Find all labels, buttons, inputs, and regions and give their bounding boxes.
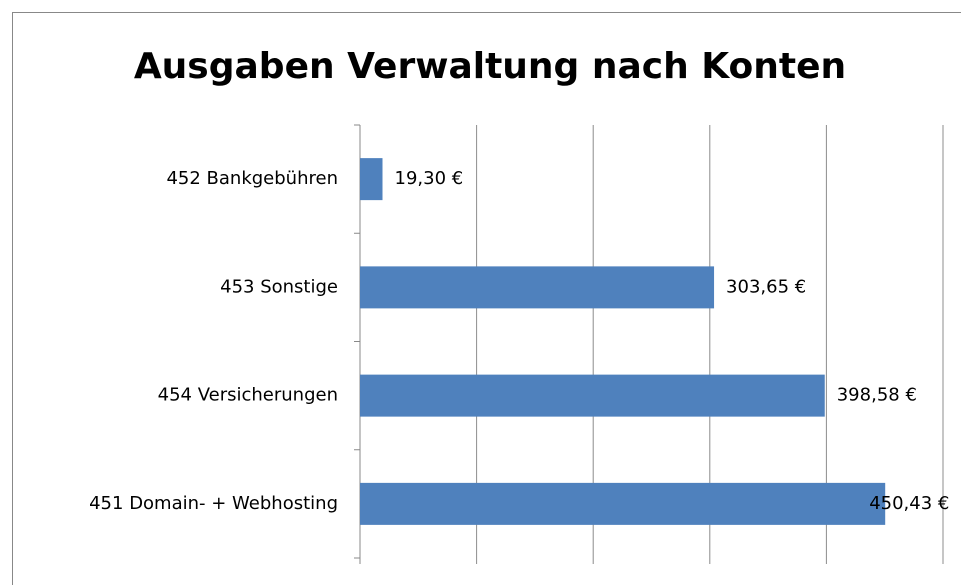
y-tick-label: 454 Versicherungen — [158, 385, 338, 406]
data-label: 450,43 € — [869, 493, 949, 514]
data-label: 303,65 € — [726, 276, 806, 297]
y-tick-label: 453 Sonstige — [220, 276, 338, 297]
chart-title: Ausgaben Verwaltung nach Konten — [134, 46, 846, 87]
data-label: 19,30 € — [395, 168, 464, 189]
bar — [360, 374, 825, 417]
y-tick-label: 452 Bankgebühren — [166, 168, 338, 189]
bar — [360, 158, 383, 201]
bar — [360, 266, 715, 309]
bar — [360, 482, 886, 525]
data-label: 398,58 € — [837, 385, 917, 406]
y-tick-label: 451 Domain- + Webhosting — [89, 493, 338, 514]
